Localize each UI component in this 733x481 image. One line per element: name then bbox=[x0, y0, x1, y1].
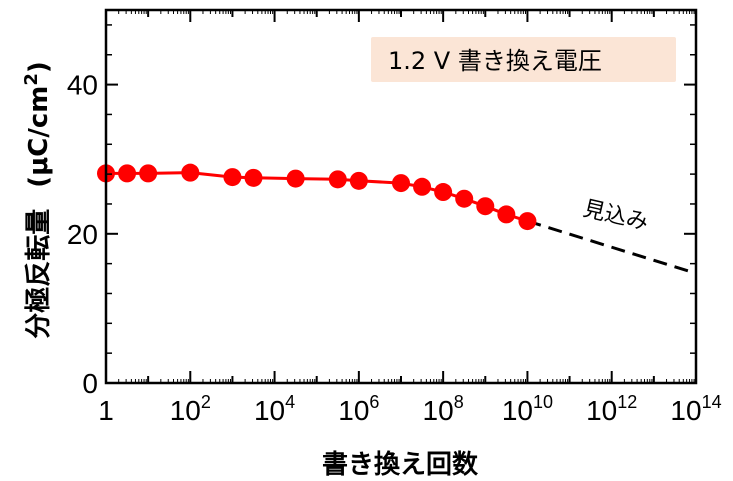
x-tick-base: 10 bbox=[170, 395, 201, 426]
y-axis-title-unit-close: ) bbox=[24, 61, 54, 73]
projection-label: 見込み bbox=[581, 196, 651, 235]
x-tick-label: 1 bbox=[98, 395, 114, 426]
data-point bbox=[223, 168, 242, 187]
x-tick-base: 10 bbox=[670, 395, 701, 426]
y-axis-title-unit: (μC/cm bbox=[24, 86, 54, 188]
y-tick-label: 20 bbox=[67, 219, 98, 250]
data-point bbox=[139, 164, 158, 183]
projection-line bbox=[526, 219, 697, 275]
condition-badge bbox=[371, 37, 676, 82]
x-tick-exp: 6 bbox=[369, 392, 379, 412]
x-tick-exp: 8 bbox=[454, 392, 464, 412]
x-tick-base: 1 bbox=[98, 395, 114, 426]
x-tick-label: 1010 bbox=[502, 392, 553, 426]
data-point bbox=[413, 177, 432, 196]
x-tick-exp: 14 bbox=[702, 392, 722, 412]
x-tick-exp: 2 bbox=[201, 392, 211, 412]
y-axis-title-text: 分極反転量 bbox=[24, 209, 54, 339]
data-point bbox=[476, 197, 495, 216]
y-tick-label: 40 bbox=[67, 70, 98, 101]
x-tick-base: 10 bbox=[586, 395, 617, 426]
x-tick-base: 10 bbox=[423, 395, 454, 426]
data-point bbox=[349, 171, 368, 190]
y-axis-title-unit-sup: 2 bbox=[21, 73, 42, 86]
data-point bbox=[286, 169, 305, 188]
data-point bbox=[455, 189, 474, 208]
data-point bbox=[244, 168, 263, 187]
data-point bbox=[392, 174, 410, 193]
y-axis-title: 分極反転量 (μC/cm2) bbox=[21, 61, 54, 339]
data-point bbox=[518, 212, 537, 231]
y-tick-label: 0 bbox=[82, 368, 98, 399]
x-tick-base: 10 bbox=[254, 395, 285, 426]
series-lines bbox=[106, 171, 697, 275]
x-tick-label: 106 bbox=[338, 392, 379, 426]
x-tick-exp: 4 bbox=[285, 392, 295, 412]
plot-frame bbox=[104, 8, 698, 385]
series-points bbox=[97, 163, 537, 231]
data-point bbox=[181, 163, 200, 182]
x-tick-exp: 10 bbox=[533, 392, 553, 412]
x-tick-label: 1012 bbox=[586, 392, 637, 426]
measured-line bbox=[106, 171, 528, 223]
data-point bbox=[118, 164, 137, 183]
data-point bbox=[328, 170, 347, 189]
condition-badge-text: 1.2 V 書き換え電圧 bbox=[388, 47, 602, 75]
x-tick-base: 10 bbox=[502, 395, 533, 426]
data-point bbox=[434, 183, 453, 202]
x-tick-exp: 12 bbox=[617, 392, 637, 412]
x-axis-title: 書き換え回数 bbox=[322, 450, 479, 480]
data-point bbox=[497, 205, 516, 224]
x-tick-label: 102 bbox=[170, 392, 211, 426]
x-tick-base: 10 bbox=[338, 395, 369, 426]
x-tick-label: 108 bbox=[423, 392, 464, 426]
x-tick-label: 104 bbox=[254, 392, 295, 426]
x-tick-label: 1014 bbox=[670, 392, 721, 426]
